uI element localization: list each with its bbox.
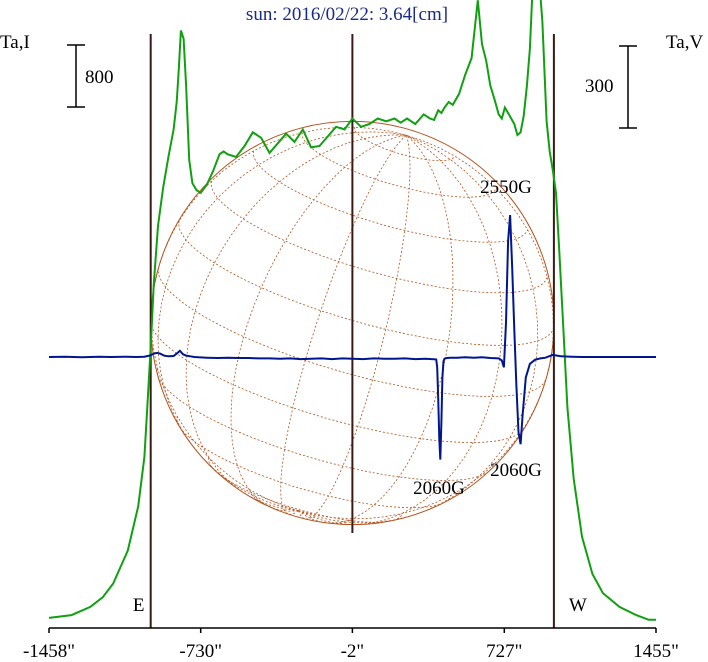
disk-latitude-line [252,150,528,243]
disk-longitude-line [298,134,503,525]
x-tick-label: 1455" [633,641,679,662]
field-annotation: 2060G [490,460,542,481]
disk-latitude-line [210,180,548,294]
disk-latitude-line [353,127,456,162]
disk-latitude-line [249,489,351,524]
disk-longitude-line [230,134,407,512]
right-scale-bar [619,45,637,129]
limb-label: W [569,595,587,616]
right-scale-label: 300 [585,76,614,97]
left-scale-bar [67,44,85,108]
field-annotation: 2550G [480,177,532,198]
polarization-series-line [48,215,656,460]
left-axis-label: Ta,I [0,32,30,53]
limb-and-center-lines [149,34,555,628]
x-tick-labels: -1458" -730" -2" 727" 1455" [23,641,679,662]
x-axis [48,627,657,633]
disk-longitude-line [280,135,407,515]
x-tick-label: -2" [341,641,365,662]
disk-latitude-line [176,416,452,509]
disk-latitude-line [178,220,554,346]
limb-label: E [133,595,145,616]
left-scale-label: 800 [85,67,114,88]
disk-longitude-line [150,126,407,512]
disk-latitude-line [157,267,547,397]
x-tick-label: -730" [179,641,222,662]
right-axis-label: Ta,V [666,32,703,53]
annotations: 2550G 2060G 2060G [413,177,542,499]
x-tick-label: -1458" [23,641,75,662]
disk-latitude-line [156,368,494,481]
intensity-series-line [48,0,656,621]
disk-longitude-line [298,134,554,520]
disk-longitude-line [185,134,407,512]
disk-longitude-line [298,135,411,520]
chart-title: sun: 2016/02/22: 3.64[cm] [246,4,448,25]
series-layer [48,0,656,621]
field-annotation: 2060G [413,478,465,499]
disk-latitude-line [301,132,497,198]
disk-longitude-line [298,135,454,524]
x-tick-label: 727" [486,641,522,662]
disk-latitude-line [150,317,526,444]
